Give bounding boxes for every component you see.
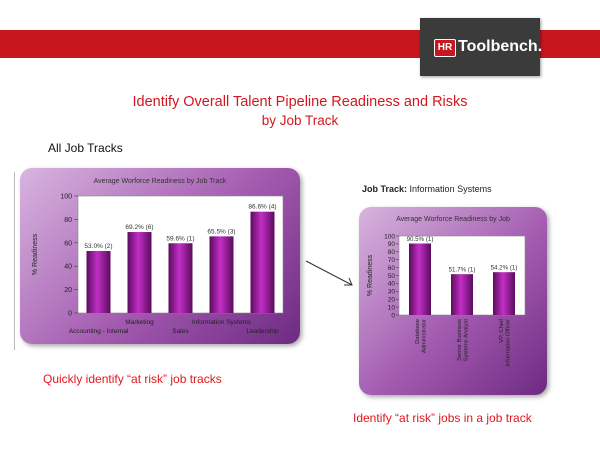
x-tick-label: DatabaseAdministrator [415, 319, 428, 353]
y-tick-label: 20 [64, 287, 72, 294]
data-label: 53.0% (2) [84, 243, 112, 250]
data-label: 54.2% (1) [491, 265, 518, 272]
y-tick-label: 90 [388, 241, 396, 248]
x-tick-label: Information Systems [192, 319, 252, 326]
bar [209, 236, 234, 313]
y-tick-label: 0 [391, 312, 395, 319]
y-axis-label: % Readiness [32, 233, 39, 275]
bar [451, 274, 473, 315]
section-label: All Job Tracks [48, 141, 123, 155]
x-tick-label: Marketing [125, 319, 154, 326]
data-label: 90.5% (1) [407, 236, 434, 243]
caption-left: Quickly identify “at risk” job tracks [43, 372, 222, 386]
y-axis-label: % Readiness [367, 254, 374, 296]
job-track-label: Job Track: Information Systems [362, 184, 492, 194]
bar [493, 272, 515, 315]
chart-frame-job-tracks: Average Worforce Readiness by Job Track%… [20, 168, 300, 344]
bar [86, 250, 111, 313]
caption-right: Identify “at risk” jobs in a job track [353, 411, 532, 425]
y-tick-label: 0 [68, 311, 72, 318]
y-tick-label: 40 [388, 281, 396, 288]
y-tick-label: 10 [388, 304, 396, 311]
data-label: 69.2% (6) [125, 224, 153, 231]
y-tick-label: 30 [388, 289, 396, 296]
logo-mark: HR [434, 39, 456, 57]
bar [250, 211, 275, 313]
drilldown-arrow-icon [305, 260, 353, 286]
logo-text: Toolbench. [458, 38, 543, 55]
y-tick-label: 100 [384, 233, 395, 240]
job-track-key: Job Track: [362, 184, 408, 194]
chart-title: Average Worforce Readiness by Job Track [94, 178, 227, 185]
data-label: 65.5% (3) [207, 228, 235, 235]
data-label: 59.6% (1) [166, 235, 194, 242]
chart-frame-jobs: Average Worforce Readiness by Job % Readi… [359, 207, 547, 395]
x-tick-label: VP, ChiefInformation Officer [499, 319, 512, 367]
data-label: 86.6% (4) [248, 204, 276, 211]
y-tick-label: 50 [388, 273, 396, 280]
left-divider [14, 172, 15, 350]
y-tick-label: 60 [388, 265, 396, 272]
chart-title: Average Worforce Readiness by Job [396, 216, 510, 223]
job-track-value: Information Systems [409, 184, 492, 194]
y-tick-label: 100 [60, 194, 72, 201]
x-tick-label: Sales [172, 328, 189, 335]
y-tick-label: 80 [64, 217, 72, 224]
bar [409, 243, 431, 315]
y-tick-label: 70 [388, 257, 396, 264]
x-tick-label: Accounting - Internal [69, 328, 129, 335]
job-readiness-chart: Average Worforce Readiness by Job % Readi… [367, 216, 526, 367]
slide-title: Identify Overall Talent Pipeline Readine… [132, 94, 468, 110]
data-label: 51.7% (1) [449, 267, 476, 274]
bar [127, 232, 152, 313]
x-tick-label: Senior BusinessSystems Analyst [457, 319, 470, 362]
y-tick-label: 20 [388, 297, 396, 304]
slide-subtitle: by Job Track [261, 113, 339, 128]
x-tick-label: Leadership [246, 328, 279, 335]
hr-toolbench-logo: HR Toolbench. [420, 18, 543, 76]
y-tick-label: 40 [64, 264, 72, 271]
y-tick-label: 80 [388, 249, 396, 256]
job-track-readiness-chart: Average Worforce Readiness by Job Track%… [32, 178, 284, 335]
bar [168, 243, 193, 313]
y-tick-label: 60 [64, 240, 72, 247]
